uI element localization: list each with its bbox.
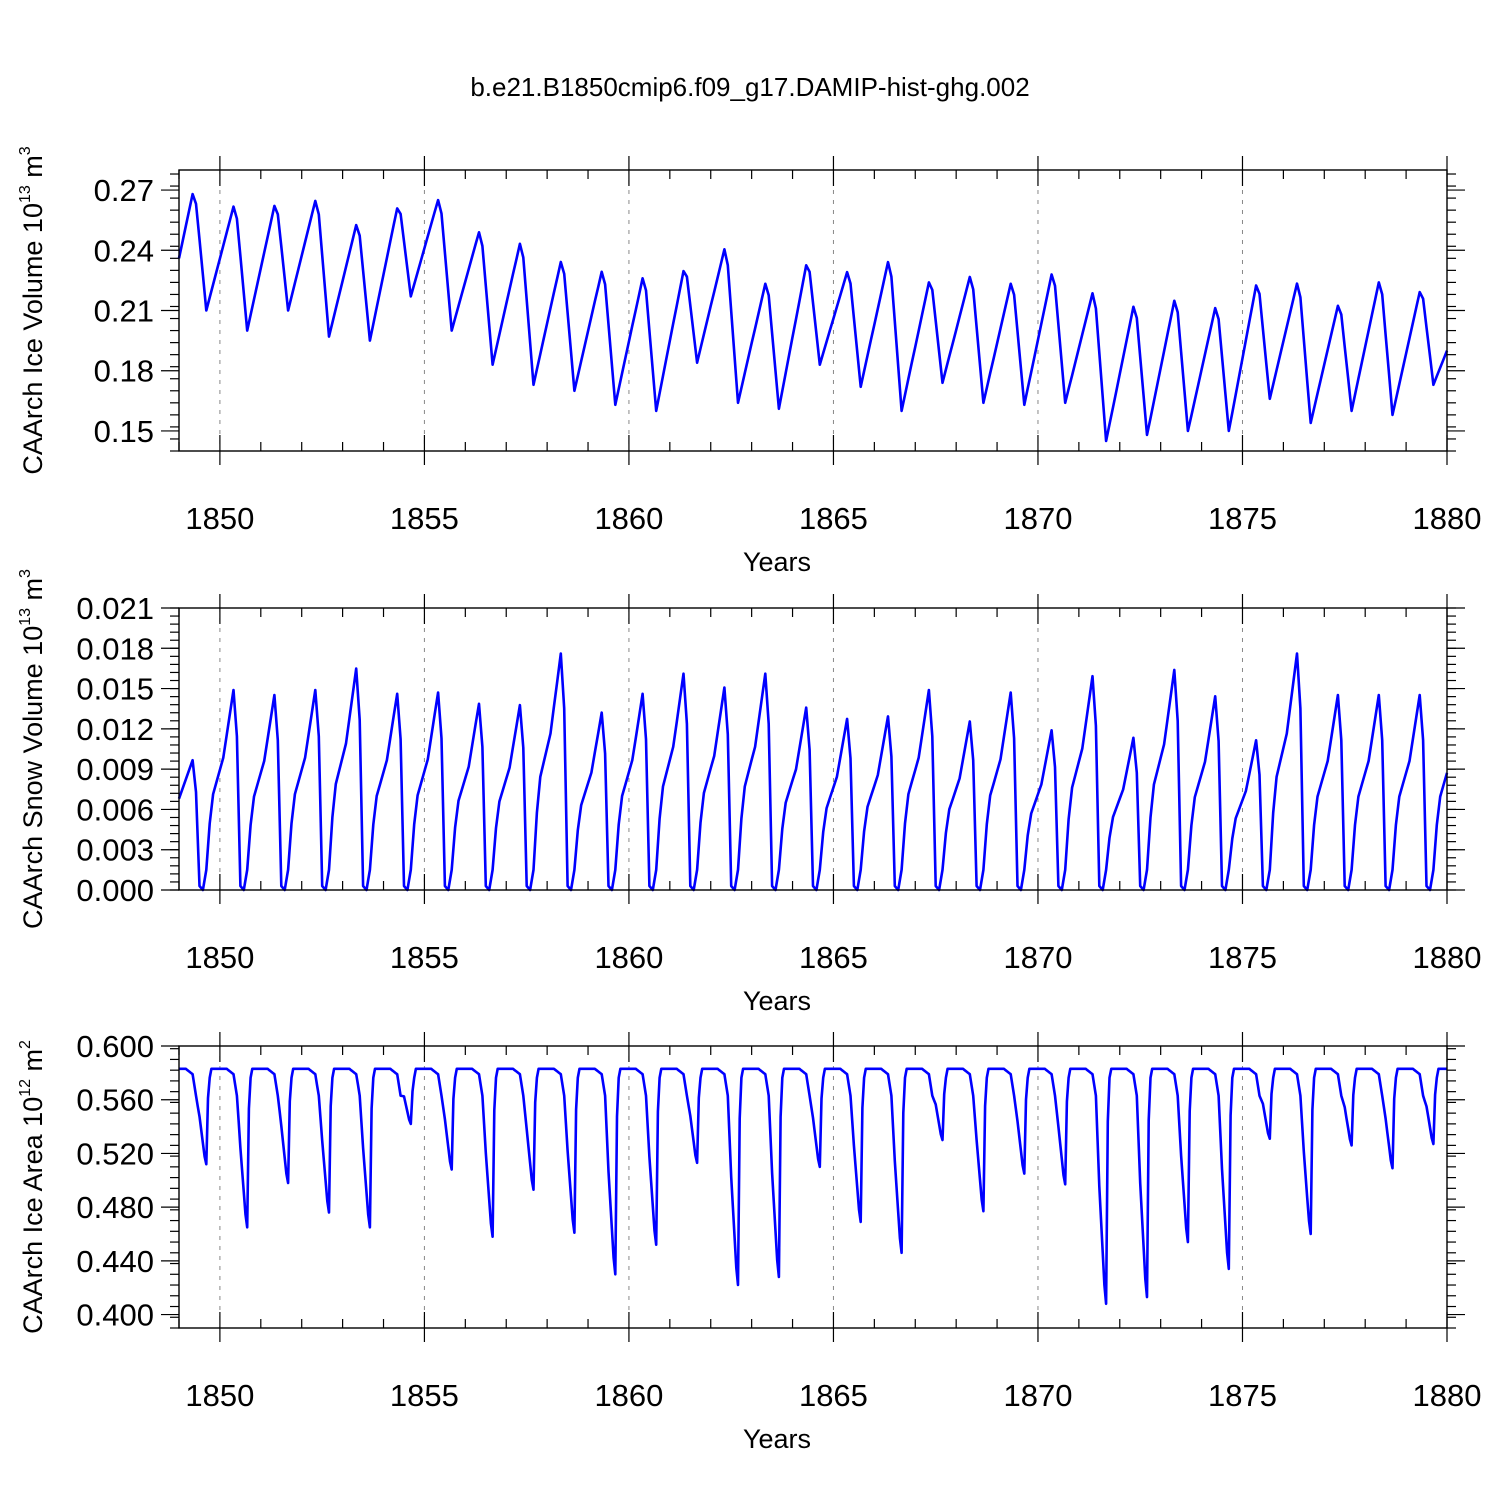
y-tick-label: 0.15 <box>94 414 154 449</box>
y-tick-label: 0.021 <box>76 591 154 626</box>
y-axis-title-main: CAArch Ice Area 10 <box>18 1097 48 1334</box>
x-tick-label: 1865 <box>799 940 868 975</box>
y-tick-label: 0.015 <box>76 672 154 707</box>
x-tick-label: 1870 <box>1003 940 1072 975</box>
x-tick-label: 1850 <box>185 940 254 975</box>
x-tick-label: 1870 <box>1003 1378 1072 1413</box>
y-tick-label: 0.009 <box>76 752 154 787</box>
x-tick-label: 1875 <box>1208 940 1277 975</box>
x-tick-label: 1865 <box>799 1378 868 1413</box>
x-tick-label: 1855 <box>390 940 459 975</box>
panel-ice-area: 0.400 0.440 0.480 0.520 0.560 0.600 1850 1855 18… <box>17 1029 1481 1454</box>
x-tick-label: 1875 <box>1208 1378 1277 1413</box>
x-tick-label: 1855 <box>390 501 459 536</box>
x-tick-label: 1850 <box>185 1378 254 1413</box>
y-tick-label: 0.006 <box>76 792 154 827</box>
y-axis-title-main: CAArch Ice Volume 10 <box>18 203 48 475</box>
y-tick-label: 0.480 <box>76 1190 154 1225</box>
y-axis-title-unit-exp: 2 <box>17 1040 34 1049</box>
x-tick-label: 1880 <box>1413 1378 1482 1413</box>
x-tick-label: 1860 <box>594 940 663 975</box>
y-axis-title-unit-exp: 3 <box>17 569 34 578</box>
x-axis-title: Years <box>743 547 811 577</box>
y-axis-title: CAArch Ice Volume 1013 m3 <box>17 146 48 474</box>
x-tick-label: 1855 <box>390 1378 459 1413</box>
y-tick-label: 0.400 <box>76 1298 154 1333</box>
plot-frame <box>178 169 1448 452</box>
panel-ice-volume: 0.15 0.18 0.21 0.24 0.27 1850 1855 1860 1865 1870… <box>17 146 1481 577</box>
y-axis-title-unit: m <box>18 578 48 608</box>
y-tick-label: 0.560 <box>76 1083 154 1118</box>
y-tick-label: 0.012 <box>76 712 154 747</box>
plot-frame <box>178 607 1448 891</box>
x-tick-label: 1865 <box>799 501 868 536</box>
y-axis-title-main: CAArch Snow Volume 10 <box>18 626 48 929</box>
series-line-snow-volume <box>177 652 1449 892</box>
plot-frame <box>178 1045 1448 1329</box>
x-axis-title: Years <box>743 1424 811 1454</box>
y-tick-label: 0.21 <box>94 294 154 329</box>
y-tick-label: 0.24 <box>94 233 154 268</box>
series-line-ice-volume <box>177 192 1449 443</box>
y-tick-label: 0.27 <box>94 173 154 208</box>
y-axis-title: CAArch Ice Area 1012 m2 <box>17 1040 48 1334</box>
x-tick-label: 1850 <box>185 501 254 536</box>
figure-title: b.e21.B1850cmip6.f09_g17.DAMIP-hist-ghg.… <box>470 72 1029 102</box>
y-tick-label: 0.520 <box>76 1136 154 1171</box>
x-tick-label: 1860 <box>594 501 663 536</box>
x-tick-label: 1860 <box>594 1378 663 1413</box>
y-tick-label: 0.440 <box>76 1244 154 1279</box>
y-axis-title-unit-exp: 3 <box>17 146 34 155</box>
y-axis-title-unit: m <box>18 1049 48 1079</box>
y-axis-title-unit: m <box>18 155 48 185</box>
y-axis-title-exp: 12 <box>17 1079 34 1097</box>
x-tick-label: 1880 <box>1413 501 1482 536</box>
y-tick-label: 0.600 <box>76 1029 154 1064</box>
y-tick-label: 0.000 <box>76 873 154 908</box>
y-axis-title-exp: 13 <box>17 185 34 203</box>
y-tick-label: 0.003 <box>76 833 154 868</box>
x-tick-label: 1880 <box>1413 940 1482 975</box>
x-axis-title: Years <box>743 986 811 1016</box>
x-tick-label: 1870 <box>1003 501 1072 536</box>
panel-snow-volume: 0.000 0.003 0.006 0.009 0.012 0.015 0.018 0.021… <box>17 569 1481 1016</box>
y-axis-title: CAArch Snow Volume 1013 m3 <box>17 569 48 929</box>
x-tick-label: 1875 <box>1208 501 1277 536</box>
series-line-ice-area <box>179 1067 1447 1306</box>
y-tick-label: 0.018 <box>76 631 154 666</box>
y-tick-label: 0.18 <box>94 354 154 389</box>
y-axis-title-exp: 13 <box>17 608 34 626</box>
